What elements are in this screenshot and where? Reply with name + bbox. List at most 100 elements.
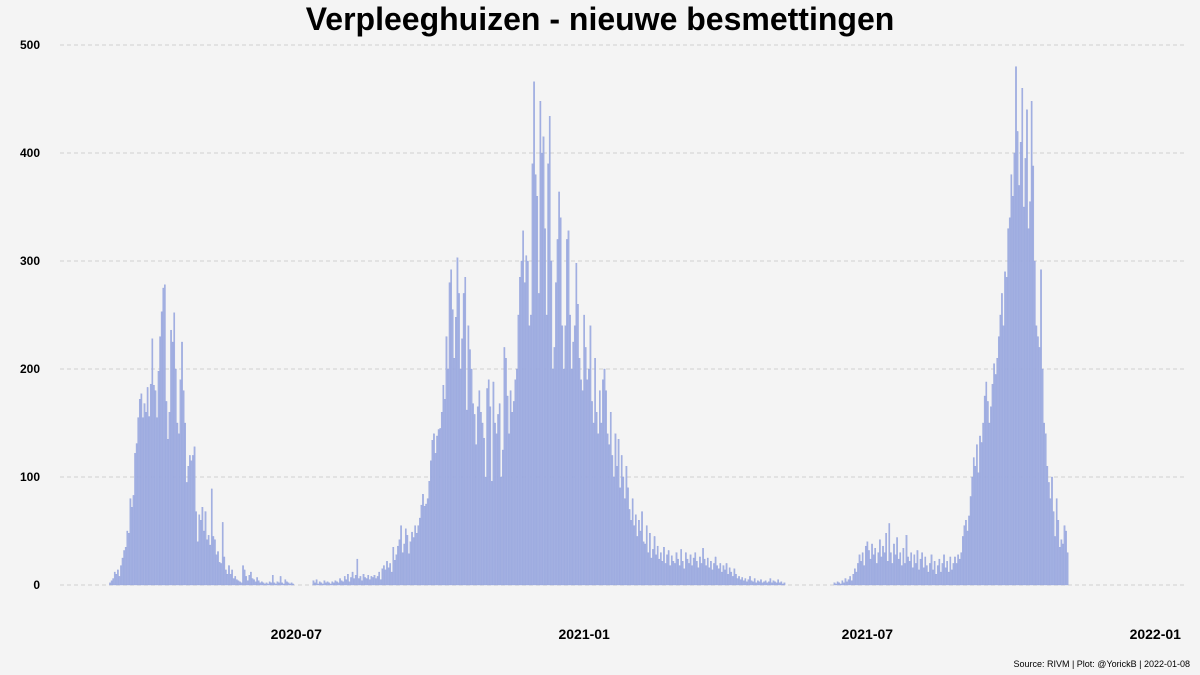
bar: [700, 563, 703, 586]
bar: [550, 260, 553, 586]
bar: [459, 368, 462, 586]
bar: [512, 401, 515, 586]
bar: [960, 552, 963, 586]
bar: [760, 579, 762, 586]
bar: [151, 338, 154, 586]
bar: [469, 349, 471, 586]
bar: [747, 579, 750, 586]
bar: [394, 560, 396, 586]
bar: [594, 358, 596, 586]
bar: [203, 530, 205, 586]
bar: [525, 255, 528, 586]
bar: [492, 381, 495, 586]
bar: [271, 575, 274, 586]
bar: [652, 549, 654, 586]
bar: [968, 515, 970, 586]
bar: [584, 347, 587, 586]
bar: [212, 536, 215, 586]
bar: [156, 417, 158, 586]
bar: [420, 504, 423, 586]
bar: [572, 341, 575, 586]
bar: [430, 460, 432, 586]
bar: [666, 554, 668, 586]
bar: [358, 578, 360, 586]
bar: [182, 390, 185, 586]
bar: [1049, 498, 1052, 586]
y-tick-label: 400: [20, 146, 40, 160]
bar: [838, 582, 841, 586]
bar: [184, 422, 186, 586]
bar: [423, 506, 426, 586]
bar: [262, 582, 265, 586]
bar: [1046, 466, 1049, 586]
bar: [871, 543, 873, 586]
bar: [470, 368, 473, 586]
bar: [717, 568, 720, 586]
bar: [473, 414, 476, 586]
bar: [719, 563, 722, 586]
bar: [171, 341, 174, 586]
bar: [689, 554, 692, 586]
bar: [1007, 228, 1010, 586]
bar: [694, 552, 697, 586]
bar: [843, 582, 845, 586]
bar: [955, 563, 958, 586]
bar: [345, 579, 348, 586]
bar: [270, 582, 273, 586]
bar: [578, 358, 581, 586]
bar: [245, 576, 248, 586]
bar: [857, 563, 859, 586]
bar: [670, 555, 673, 586]
bar: [287, 582, 290, 586]
bar: [511, 412, 514, 586]
bar: [505, 358, 507, 586]
bar: [389, 563, 391, 586]
bar: [949, 556, 952, 586]
bar: [1030, 101, 1033, 586]
bar: [134, 453, 136, 586]
bar: [897, 558, 900, 586]
bar: [489, 406, 492, 586]
bar: [364, 577, 366, 586]
bar: [276, 581, 279, 586]
bar: [636, 536, 639, 586]
bar: [639, 530, 642, 586]
bar: [362, 574, 365, 586]
bar: [167, 439, 169, 586]
bar: [223, 556, 226, 586]
y-axis-ticks: 0 100 200 300 400 500: [20, 38, 40, 592]
bar: [772, 580, 775, 586]
bar: [746, 581, 748, 586]
bar: [196, 541, 199, 586]
bar: [519, 277, 521, 586]
bar: [204, 511, 207, 586]
bar: [757, 580, 759, 586]
bar: [456, 257, 459, 586]
bar: [561, 325, 564, 586]
bar: [135, 443, 138, 586]
bar: [854, 568, 856, 586]
bar: [935, 574, 938, 586]
bar: [506, 395, 509, 586]
bar: [146, 387, 149, 586]
bar: [864, 545, 867, 586]
bar: [450, 269, 452, 586]
bar: [221, 522, 224, 586]
bar: [739, 579, 742, 586]
bar: [913, 554, 916, 586]
bar: [326, 581, 329, 586]
bar: [602, 379, 604, 586]
bar: [1059, 547, 1061, 586]
bar: [891, 563, 894, 586]
bar: [600, 422, 603, 586]
bar: [952, 563, 955, 586]
bar: [852, 574, 855, 586]
bar: [426, 498, 429, 586]
bar: [237, 580, 240, 586]
bar: [480, 412, 482, 586]
bar: [318, 581, 321, 586]
bar: [317, 583, 319, 586]
bar: [544, 228, 546, 586]
bar: [412, 537, 415, 586]
bar: [142, 417, 144, 586]
